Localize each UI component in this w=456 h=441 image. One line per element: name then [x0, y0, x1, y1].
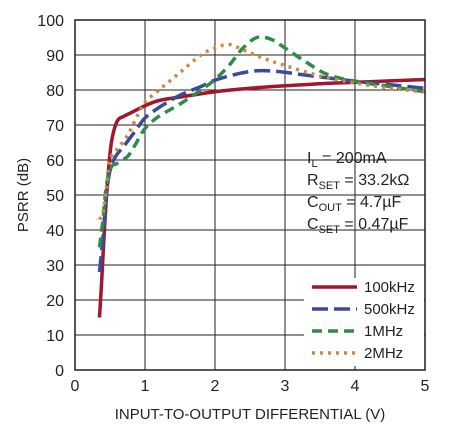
condition-line: COUT = 4.7µF: [307, 194, 401, 214]
series-line-1mhz: [97, 35, 426, 248]
condition-line: IL = 200mA: [307, 150, 387, 170]
y-tick-label: 30: [46, 258, 64, 275]
x-axis-label: INPUT-TO-OUTPUT DIFFERENTIAL (V): [115, 406, 386, 423]
x-tick-label: 0: [71, 378, 80, 395]
plot-frame: [74, 19, 426, 371]
x-tick-label: 2: [211, 378, 220, 395]
x-tick-label: 4: [351, 378, 360, 395]
legend: 100kHz 500kHz 1MHz 2MHz: [312, 279, 415, 362]
y-tick-label: 100: [37, 13, 64, 30]
legend-background: [304, 278, 424, 366]
series-line-500khz: [97, 68, 426, 273]
x-tick-label: 5: [421, 378, 430, 395]
y-tick-label: 20: [46, 293, 64, 310]
x-tick-labels: 0 1 2 3 4 5: [71, 378, 430, 395]
x-tick-label: 1: [141, 378, 150, 395]
y-tick-label: 70: [46, 118, 64, 135]
legend-label: 2MHz: [364, 345, 403, 362]
y-tick-label: 0: [55, 363, 64, 380]
legend-label: 1MHz: [364, 323, 403, 340]
y-tick-label: 60: [46, 153, 64, 170]
y-tick-labels: 0 10 20 30 40 50 60 70 80 90 100: [37, 13, 64, 380]
y-tick-label: 90: [46, 48, 64, 65]
y-tick-label: 40: [46, 223, 64, 240]
y-tick-label: 80: [46, 83, 64, 100]
y-tick-label: 50: [46, 188, 64, 205]
y-axis-label: PSRR (dB): [15, 158, 32, 232]
x-tick-label: 3: [281, 378, 290, 395]
condition-line: RSET = 33.2kΩ: [307, 172, 409, 192]
legend-label: 100kHz: [364, 279, 415, 296]
y-tick-label: 10: [46, 328, 64, 345]
series-lines: [97, 35, 426, 318]
condition-line: CSET = 0.47µF: [307, 216, 409, 236]
legend-label: 500kHz: [364, 301, 415, 318]
